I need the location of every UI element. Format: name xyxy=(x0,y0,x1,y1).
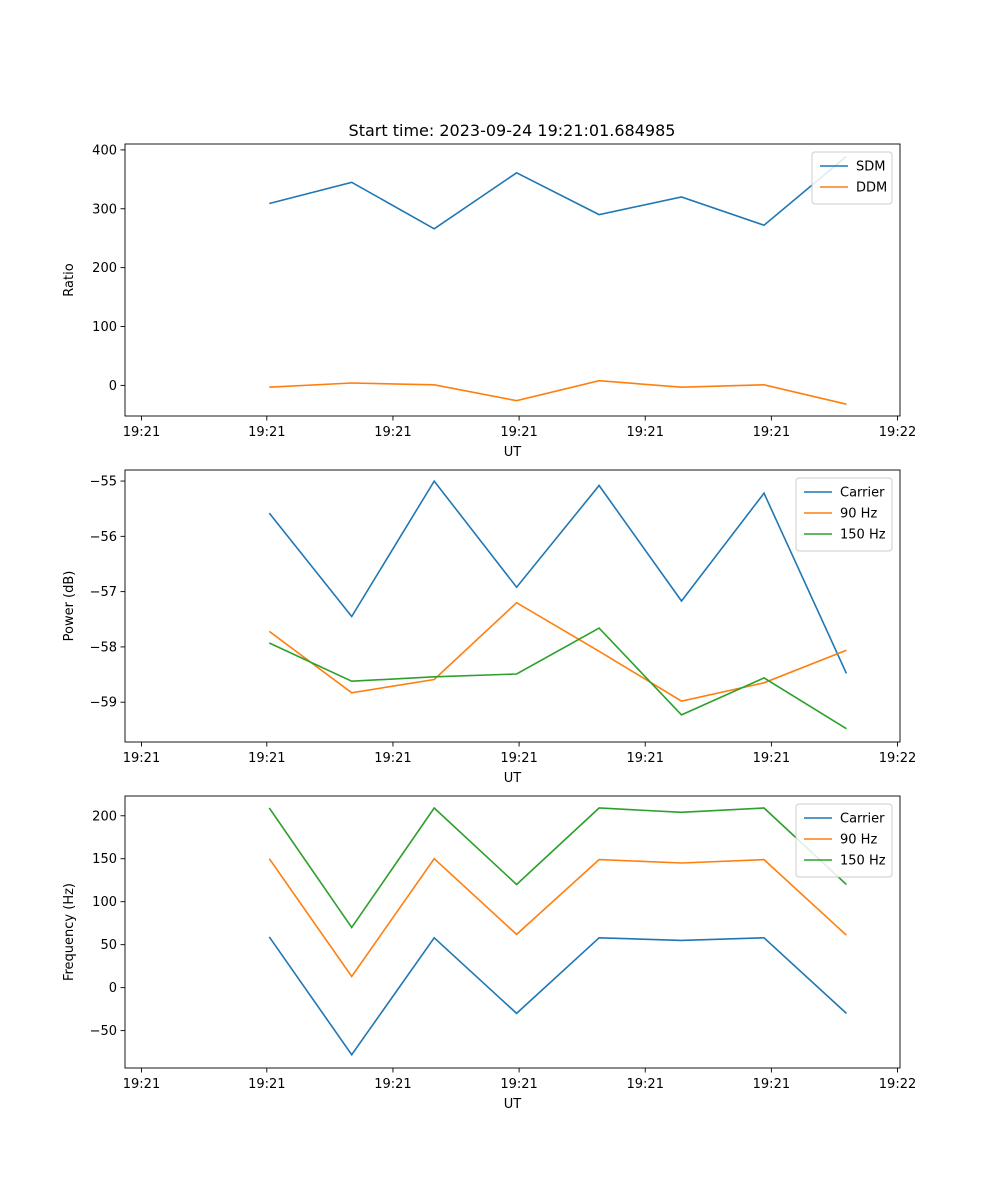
figure-title: Start time: 2023-09-24 19:21:01.684985 xyxy=(349,121,676,140)
y-tick-label: 0 xyxy=(109,379,117,394)
series-group xyxy=(268,479,848,730)
x-tick-label: 19:21 xyxy=(500,751,537,766)
y-tick-label: −59 xyxy=(90,696,117,711)
y-tick-label: −50 xyxy=(90,1024,117,1039)
x-tick-label: 19:21 xyxy=(500,1077,537,1092)
x-axis-label: UT xyxy=(504,1097,522,1112)
y-tick-label: 50 xyxy=(100,938,117,953)
y-tick-label: 400 xyxy=(92,143,117,158)
x-tick-label: 19:21 xyxy=(627,425,664,440)
y-tick-label: −55 xyxy=(90,475,117,490)
series-line-150-hz xyxy=(268,806,847,929)
legend-label: SDM xyxy=(856,160,885,175)
series-group xyxy=(269,155,847,405)
legend-label: 150 Hz xyxy=(840,854,886,869)
x-tick-label: 19:21 xyxy=(500,425,537,440)
legend: Carrier 90 Hz 150 Hz xyxy=(795,477,893,552)
x-tick-label: 19:21 xyxy=(753,1077,790,1092)
series-line-carrier xyxy=(268,479,848,674)
x-tick-label: 19:21 xyxy=(753,751,790,766)
y-tick-label: −56 xyxy=(90,530,117,545)
y-tick-label: 100 xyxy=(92,320,117,335)
series-line-90-hz xyxy=(268,857,847,978)
x-tick-label: 19:21 xyxy=(248,751,285,766)
x-tick-label: 19:22 xyxy=(879,1077,916,1092)
panel-frequency: 19:21 19:21 19:21 19:21 19:21 19:21 19:22 −50 0 5… xyxy=(62,795,916,1112)
y-tick-label: 0 xyxy=(109,981,117,996)
y-tick-label: 100 xyxy=(92,895,117,910)
legend-label: DDM xyxy=(856,181,887,196)
legend-box xyxy=(795,477,893,552)
series-line-sdm xyxy=(269,155,847,230)
x-tick-label: 19:21 xyxy=(123,751,160,766)
series-line-carrier xyxy=(268,936,847,1057)
x-tick-label: 19:21 xyxy=(123,425,160,440)
x-tick-label: 19:21 xyxy=(374,751,411,766)
panel-ratio: 19:21 19:21 19:21 19:21 19:21 19:21 19:22 0 100 2… xyxy=(62,143,916,460)
legend-label: 150 Hz xyxy=(840,528,886,543)
legend-label: 90 Hz xyxy=(840,507,877,522)
legend-label: 90 Hz xyxy=(840,833,877,848)
y-tick-label: −58 xyxy=(90,640,117,655)
x-tick-label: 19:21 xyxy=(627,751,664,766)
y-axis-label: Ratio xyxy=(62,263,77,296)
y-tick-label: 200 xyxy=(92,809,117,824)
x-tick-label: 19:22 xyxy=(879,425,916,440)
axes-frame xyxy=(124,795,901,1069)
x-tick-label: 19:21 xyxy=(374,425,411,440)
x-axis-label: UT xyxy=(504,445,522,460)
legend-label: Carrier xyxy=(840,486,885,501)
x-tick-label: 19:21 xyxy=(248,425,285,440)
y-tick-label: −57 xyxy=(90,585,117,600)
series-line-90-hz xyxy=(268,601,847,702)
y-axis-label: Power (dB) xyxy=(62,571,77,642)
y-axis-label: Frequency (Hz) xyxy=(62,883,77,981)
legend: Carrier 90 Hz 150 Hz xyxy=(795,803,893,878)
x-tick-label: 19:21 xyxy=(753,425,790,440)
y-tick-label: 150 xyxy=(92,852,117,867)
x-tick-label: 19:21 xyxy=(123,1077,160,1092)
x-tick-label: 19:22 xyxy=(879,751,916,766)
series-line-ddm xyxy=(269,379,847,405)
axes-frame xyxy=(124,469,901,743)
series-line-150-hz xyxy=(268,627,847,730)
x-tick-label: 19:21 xyxy=(627,1077,664,1092)
axes-frame xyxy=(124,143,901,417)
x-tick-label: 19:21 xyxy=(248,1077,285,1092)
series-group xyxy=(268,806,847,1057)
legend: SDM DDM xyxy=(811,151,893,205)
x-axis-label: UT xyxy=(504,771,522,786)
y-tick-label: 300 xyxy=(92,202,117,217)
legend-label: Carrier xyxy=(840,812,885,827)
legend-box xyxy=(811,151,893,205)
y-tick-label: 200 xyxy=(92,261,117,276)
panel-power: 19:21 19:21 19:21 19:21 19:21 19:21 19:22 −59 −5… xyxy=(62,469,916,786)
x-tick-label: 19:21 xyxy=(374,1077,411,1092)
legend-box xyxy=(795,803,893,878)
